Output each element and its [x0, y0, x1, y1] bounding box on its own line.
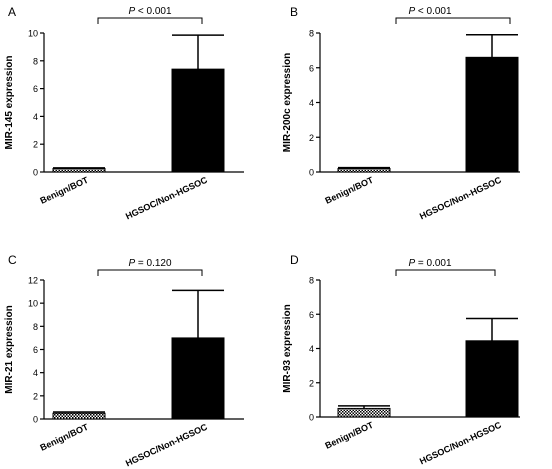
y-tick-label: 2 [33, 140, 38, 150]
y-tick-label: 4 [309, 98, 314, 108]
panel-a: A MIR-145 expression 0 2 4 6 8 10 Benign/BOT HGSO… [4, 5, 244, 221]
y-tick-label: 0 [33, 168, 38, 178]
p-value-label: P = 0.001 [408, 258, 452, 269]
y-tick-label: 6 [33, 345, 38, 355]
y-tick-label: 8 [33, 322, 38, 332]
y-tick-label: 4 [309, 344, 314, 354]
p-value-label: P = 0.120 [128, 258, 172, 269]
y-axis-label: MIR-200c expression [282, 53, 293, 153]
significance-bracket [395, 269, 496, 276]
bar-hgsoc-non-hgsoc [465, 56, 519, 173]
y-tick-label: 4 [33, 368, 38, 378]
significance-bracket [97, 269, 203, 276]
y-tick-label: 12 [28, 276, 38, 286]
bar-benign-bot [337, 168, 391, 173]
y-axis-label: MIR-93 expression [282, 304, 293, 392]
panel-label-d: D [290, 253, 299, 267]
y-tick-label: 2 [309, 378, 314, 388]
y-tick-label: 10 [28, 299, 38, 309]
category-label: HGSOC/Non-HGSOC [124, 422, 209, 469]
y-axis-label: MIR-21 expression [4, 305, 15, 393]
panel-label-b: B [290, 5, 298, 19]
p-value-label: P < 0.001 [128, 6, 172, 17]
significance-bracket [395, 17, 511, 24]
y-tick-label: 0 [33, 415, 38, 425]
y-tick-label: 2 [33, 391, 38, 401]
panel-label-a: A [8, 5, 16, 19]
y-tick-label: 0 [309, 168, 314, 178]
bar-hgsoc-non-hgsoc [171, 68, 225, 173]
bar-benign-bot [337, 407, 391, 418]
y-tick-label: 0 [309, 413, 314, 423]
p-value-label: P < 0.001 [408, 6, 452, 17]
category-label: Benign/BOT [323, 420, 375, 451]
panel-c: C MIR-21 expression 0 2 4 6 8 10 12 Benign/BOT HGS… [4, 253, 244, 468]
y-axis-label: MIR-145 expression [4, 56, 15, 150]
y-tick-label: 8 [33, 56, 38, 66]
y-tick-label: 8 [309, 29, 314, 39]
y-tick-label: 6 [33, 84, 38, 94]
bar-hgsoc-non-hgsoc [465, 340, 519, 418]
category-label: HGSOC/Non-HGSOC [418, 420, 503, 467]
bar-benign-bot [52, 168, 106, 173]
bar-hgsoc-non-hgsoc [171, 337, 225, 420]
y-tick-label: 8 [309, 276, 314, 286]
y-tick-label: 6 [309, 310, 314, 320]
y-tick-label: 6 [309, 63, 314, 73]
bar-benign-bot [52, 412, 106, 420]
panel-b: B MIR-200c expression 0 2 4 6 8 Benign/BOT HGSOC… [282, 5, 520, 221]
y-tick-label: 4 [33, 112, 38, 122]
category-label: HGSOC/Non-HGSOC [124, 175, 209, 222]
category-label: Benign/BOT [38, 175, 90, 206]
panel-d: D MIR-93 expression 0 2 4 6 8 Benign/BOT HGSOC/N… [282, 253, 520, 466]
significance-bracket [97, 17, 203, 24]
panel-label-c: C [8, 253, 17, 267]
y-tick-label: 2 [309, 133, 314, 143]
y-tick-label: 10 [28, 29, 38, 39]
category-label: Benign/BOT [323, 175, 375, 206]
category-label: Benign/BOT [38, 422, 90, 453]
category-label: HGSOC/Non-HGSOC [418, 175, 503, 222]
